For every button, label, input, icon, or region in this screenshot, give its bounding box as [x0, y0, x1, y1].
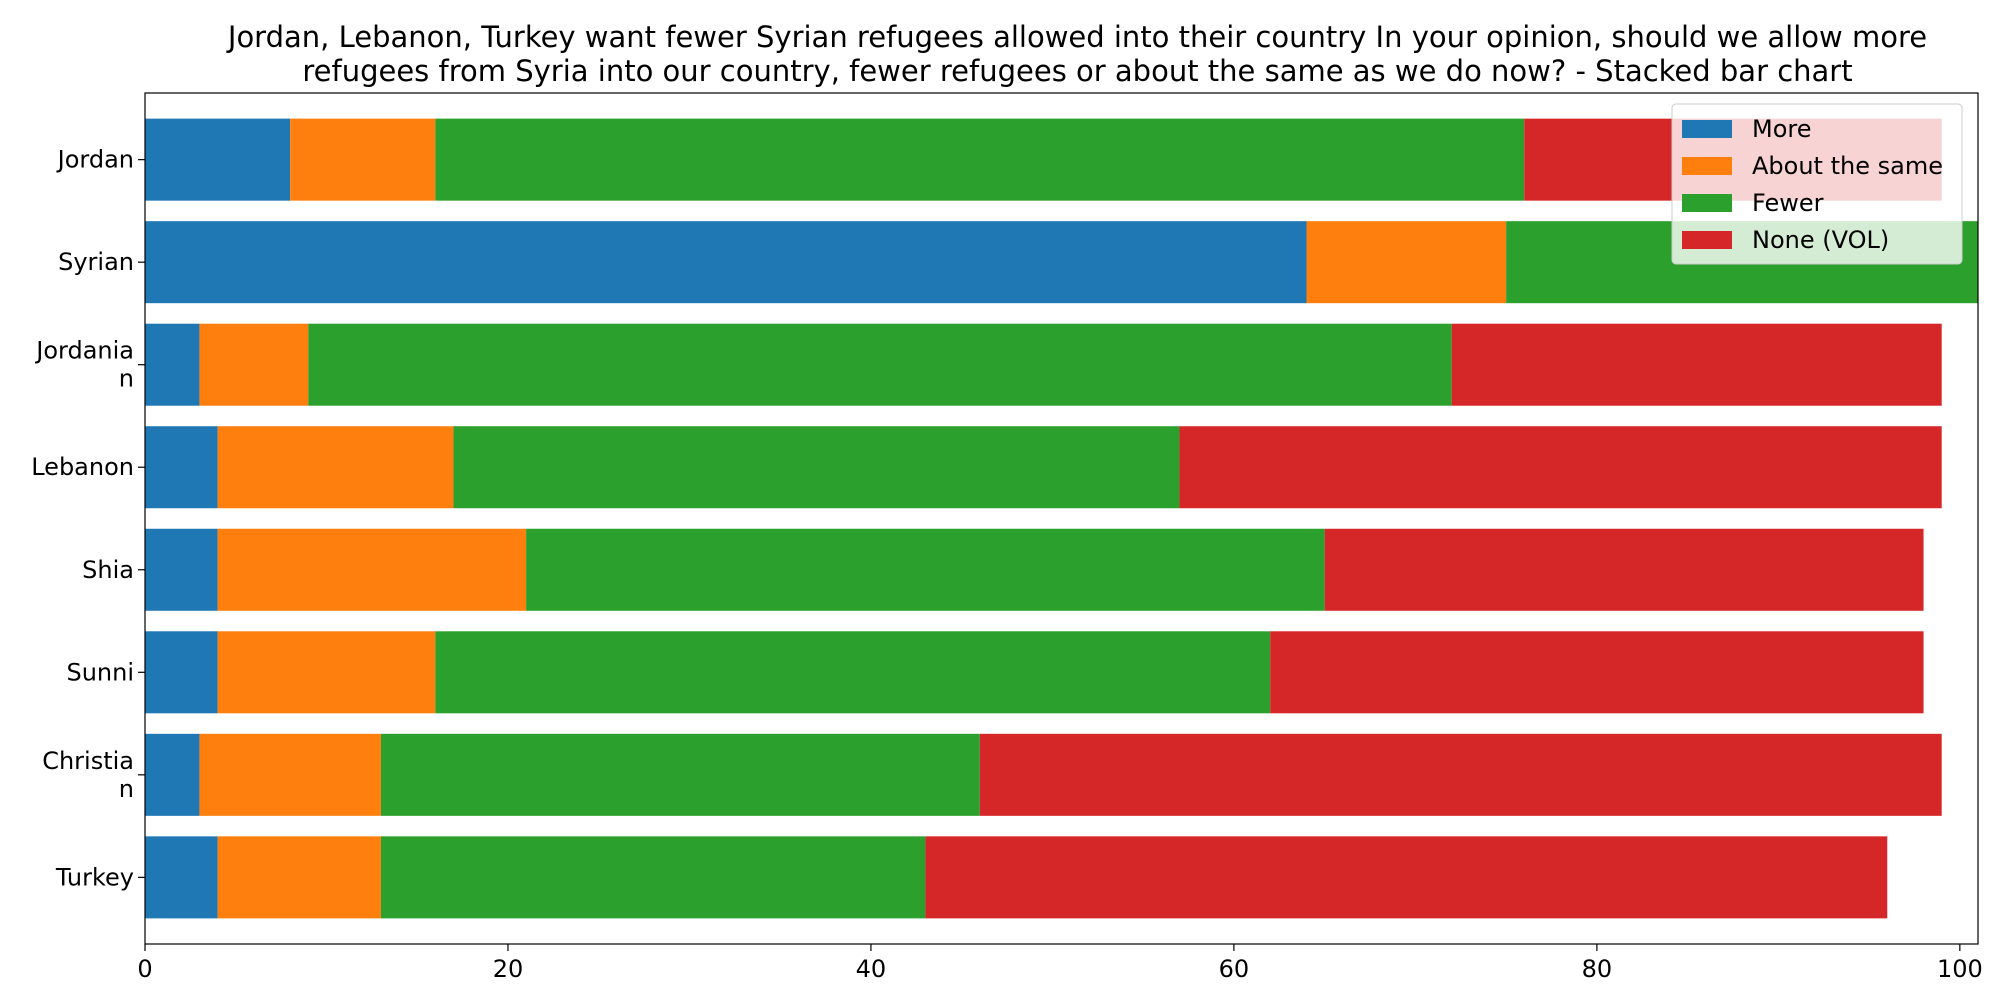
bar-8-series-1: [145, 836, 218, 919]
x-tick-label: 100: [1937, 955, 1983, 983]
x-tick-label: 0: [137, 955, 152, 983]
legend-label-3: Fewer: [1752, 189, 1824, 217]
bar-3-series-4: [1451, 323, 1942, 406]
y-tick-label: n: [119, 775, 134, 803]
y-tick-label: Turkey: [55, 863, 134, 891]
bar-4-series-4: [1179, 426, 1942, 509]
bar-3-series-1: [145, 323, 200, 406]
bar-3-series-3: [308, 323, 1452, 406]
bar-4-series-2: [217, 426, 454, 509]
y-tick-label: Shia: [82, 556, 134, 584]
legend-swatch-4: [1682, 231, 1732, 249]
legend-label-1: More: [1752, 115, 1812, 143]
y-tick-label: Syrian: [58, 248, 134, 276]
chart-title: Jordan, Lebanon, Turkey want fewer Syria…: [145, 20, 2000, 88]
y-tick-label: Sunni: [66, 658, 134, 686]
legend-label-4: None (VOL): [1752, 226, 1889, 254]
bar-6-series-2: [217, 631, 436, 714]
y-tick-label: Jordan: [56, 146, 134, 174]
legend: More About the same Fewer None (VOL): [1671, 103, 1963, 265]
y-tick-label: Lebanon: [31, 453, 134, 481]
bar-7-series-3: [380, 733, 980, 816]
bar-8-series-3: [380, 836, 926, 919]
bar-1-series-3: [435, 118, 1525, 201]
x-tick-label: 80: [1582, 955, 1613, 983]
bar-8-series-2: [217, 836, 381, 919]
bars-layer: [145, 118, 1978, 919]
bar-5-series-1: [145, 528, 218, 611]
bar-1-series-2: [290, 118, 436, 201]
x-tick-label: 40: [856, 955, 887, 983]
bar-3-series-2: [199, 323, 309, 406]
legend-swatch-1: [1682, 120, 1732, 138]
x-tick-label: 20: [493, 955, 524, 983]
plot-frame: [144, 92, 1979, 945]
y-tick-label: n: [119, 365, 134, 393]
legend-box: [1671, 103, 1963, 265]
bar-4-series-1: [145, 426, 218, 509]
legend-swatch-2: [1682, 157, 1732, 175]
bar-2-series-2: [1306, 221, 1507, 304]
bar-5-series-2: [217, 528, 527, 611]
chart-title-line-1: Jordan, Lebanon, Turkey want fewer Syria…: [227, 20, 1928, 54]
bar-5-series-3: [526, 528, 1325, 611]
bar-7-series-1: [145, 733, 200, 816]
bar-2-series-1: [145, 221, 1307, 304]
bar-7-series-4: [979, 733, 1942, 816]
bar-7-series-2: [199, 733, 381, 816]
bar-6-series-3: [435, 631, 1271, 714]
legend-swatch-3: [1682, 194, 1732, 212]
bar-6-series-4: [1270, 631, 1924, 714]
x-tick-label: 60: [1219, 955, 1250, 983]
bar-5-series-4: [1324, 528, 1924, 611]
y-tick-label: Jordania: [34, 337, 134, 365]
bar-6-series-1: [145, 631, 218, 714]
y-tick-label: Christia: [42, 747, 134, 775]
bar-1-series-1: [145, 118, 291, 201]
bar-8-series-4: [925, 836, 1888, 919]
bar-4-series-3: [453, 426, 1180, 509]
legend-label-2: About the same: [1752, 152, 1943, 180]
axes-layer: 0 20 40 60 80 100JordanSyrianJordanianLebanon…: [31, 92, 1983, 983]
chart-title-line-2: refugees from Syria into our country, fe…: [302, 54, 1853, 88]
